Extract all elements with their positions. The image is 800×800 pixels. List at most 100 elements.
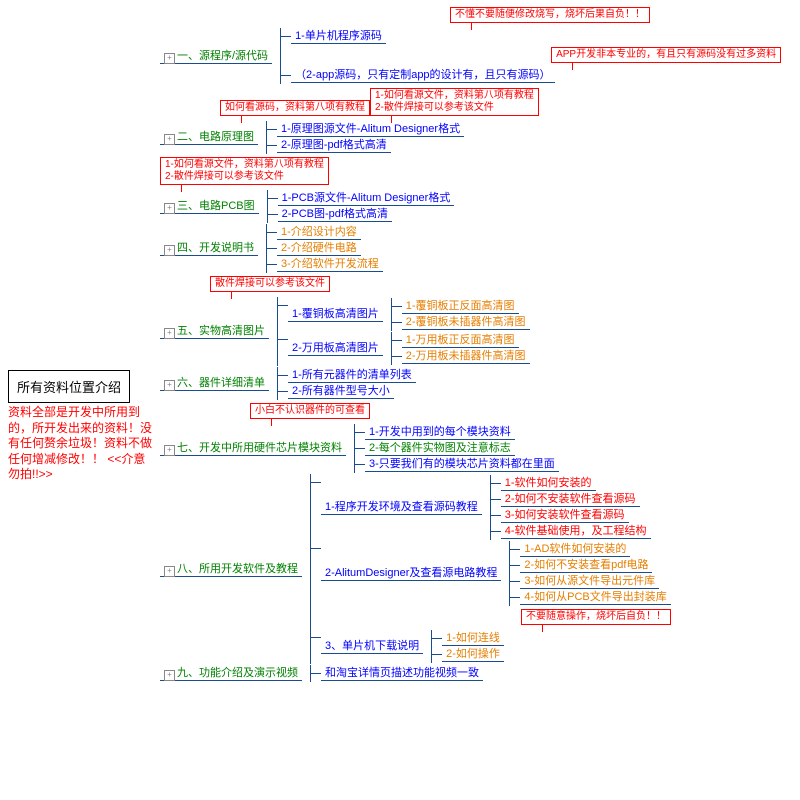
node-label: +二、电路原理图 <box>160 130 258 145</box>
tree-node: 1-介绍设计内容 <box>277 225 383 240</box>
tree-node: 1-软件如何安装的 <box>501 476 651 491</box>
node-label: +四、开发说明书 <box>160 241 258 256</box>
tree-node: 4-软件基础使用，及工程结构 <box>501 524 651 539</box>
node-label: +七、开发中所用硬件芯片模块资料 <box>160 441 346 456</box>
node-label: 2-原理图-pdf格式高清 <box>277 138 391 153</box>
tree-node: 2-PCB图-pdf格式高清 <box>278 207 455 222</box>
tree-node: 1-AD软件如何安装的 <box>520 542 670 557</box>
tree-node: 1-如何连线 <box>442 631 504 646</box>
node-label: 2-万用板未插器件高清图 <box>402 349 530 364</box>
tree-node: 4-如何从PCB文件导出封装库 <box>520 590 670 605</box>
tree-node: 3、单片机下载说明 1-如何连线2-如何操作 <box>321 630 671 663</box>
expand-icon[interactable]: + <box>164 380 175 391</box>
tree-node: 2-万用板未插器件高清图 <box>402 349 530 364</box>
node-label: 3-介绍软件开发流程 <box>277 257 383 272</box>
expand-icon[interactable]: + <box>164 245 175 256</box>
expand-icon[interactable]: + <box>164 670 175 681</box>
node-label: 2-覆铜板未插器件高清图 <box>402 315 530 330</box>
root-title: 所有资料位置介绍 <box>8 370 130 403</box>
node-label: 1-PCB源文件-Alitum Designer格式 <box>278 191 455 206</box>
tree-node: 1-万用板正反面高清图 <box>402 333 530 348</box>
callout: 如何看源码，资料第八项有教程 <box>220 100 370 116</box>
node-label: 2-PCB图-pdf格式高清 <box>278 207 392 222</box>
node-label: 2-如何操作 <box>442 647 504 662</box>
tree-node: 2-如何操作 <box>442 647 504 662</box>
node-label: 1-开发中用到的每个模块资料 <box>365 425 515 440</box>
node-label: +一、源程序/源代码 <box>160 49 272 64</box>
tree-node: 2-所有器件型号大小 <box>288 384 416 399</box>
node-label: 2-AlitumDesigner及查看源电路教程 <box>321 566 501 581</box>
tree-node: 2-如何不安装查看pdf电路 <box>520 558 670 573</box>
tree-node: 1-覆铜板正反面高清图 <box>402 299 530 314</box>
tree-node: +三、电路PCB图 1-PCB源文件-Alitum Designer格式2-PCB… <box>160 190 790 223</box>
expand-icon[interactable]: + <box>164 53 175 64</box>
tree-node: 1-PCB源文件-Alitum Designer格式 <box>278 191 455 206</box>
callout: 1-如何看源文件，资料第八项有教程 2-散件焊接可以参考该文件 <box>370 88 539 116</box>
node-label: 1-程序开发环境及查看源码教程 <box>321 500 482 515</box>
expand-icon[interactable]: + <box>164 134 175 145</box>
tree-node: 1-所有元器件的清单列表 <box>288 368 416 383</box>
node-label: 2-如何不安装软件查看源码 <box>501 492 640 507</box>
node-label: 1-单片机程序源码 <box>291 29 386 44</box>
node-label: +六、器件详细清单 <box>160 376 269 391</box>
node-label: 1-覆铜板高清图片 <box>288 307 383 322</box>
callout: 小白不认识器件的可查看 <box>250 403 370 419</box>
node-label: +三、电路PCB图 <box>160 199 259 214</box>
node-label: 2-所有器件型号大小 <box>288 384 394 399</box>
tree-node: 2-覆铜板未插器件高清图 <box>402 315 530 330</box>
node-label: +五、实物高清图片 <box>160 324 269 339</box>
tree-node: +七、开发中所用硬件芯片模块资料 1-开发中用到的每个模块资料2-每个器件实物图及… <box>160 424 790 473</box>
tree-node: 1-覆铜板高清图片 1-覆铜板正反面高清图2-覆铜板未插器件高清图 <box>288 298 530 331</box>
tree-node: 3-只要我们有的模块芯片资料都在里面 <box>365 457 559 472</box>
node-label: +九、功能介绍及演示视频 <box>160 666 302 681</box>
node-label: 1-所有元器件的清单列表 <box>288 368 416 383</box>
node-label: 1-如何连线 <box>442 631 504 646</box>
node-label: 3、单片机下载说明 <box>321 639 423 654</box>
expand-icon[interactable]: + <box>164 445 175 456</box>
tree-node: 2-每个器件实物图及注意标志 <box>365 441 559 456</box>
node-label: 2-万用板高清图片 <box>288 341 383 356</box>
tree-node: 2-万用板高清图片 1-万用板正反面高清图2-万用板未插器件高清图 <box>288 332 530 365</box>
expand-icon[interactable]: + <box>164 203 175 214</box>
tree-node: +四、开发说明书 1-介绍设计内容2-介绍硬件电路3-介绍软件开发流程 <box>160 224 790 273</box>
root-note: 资料全部是开发中所用到的，所开发出来的资料！没有任何赘余垃圾！资料不做任何增减修… <box>8 405 153 483</box>
node-label: 1-万用板正反面高清图 <box>402 333 519 348</box>
tree-node: +八、所用开发软件及教程1-程序开发环境及查看源码教程1-软件如何安装的2-如何… <box>160 474 790 664</box>
tree-node: 和淘宝详情页描述功能视频一致 <box>321 666 483 681</box>
tree-node: 2-AlitumDesigner及查看源电路教程 1-AD软件如何安装的2-如何不… <box>321 541 671 606</box>
node-label: 1-介绍设计内容 <box>277 225 361 240</box>
node-label: 1-原理图源文件-Alitum Designer格式 <box>277 122 464 137</box>
tree-node: 2-原理图-pdf格式高清 <box>277 138 464 153</box>
tree-node: +六、器件详细清单 1-所有元器件的清单列表2-所有器件型号大小 <box>160 367 790 400</box>
tree-node: 3-如何安装软件查看源码 <box>501 508 651 523</box>
node-label: +八、所用开发软件及教程 <box>160 562 302 577</box>
tree-node: 2-介绍硬件电路 <box>277 241 383 256</box>
callout: 1-如何看源文件，资料第八项有教程 2-散件焊接可以参考该文件 <box>160 157 329 185</box>
tree-node: +五、实物高清图片 1-覆铜板高清图片 1-覆铜板正反面高清图2-覆铜板未插器件高清… <box>160 297 790 366</box>
node-label: 2-每个器件实物图及注意标志 <box>365 441 515 456</box>
node-label: 和淘宝详情页描述功能视频一致 <box>321 666 483 681</box>
expand-icon[interactable]: + <box>164 328 175 339</box>
expand-icon[interactable]: + <box>164 566 175 577</box>
node-label: 3-如何安装软件查看源码 <box>501 508 629 523</box>
tree-node: 1-原理图源文件-Alitum Designer格式 <box>277 122 464 137</box>
node-label: 2-如何不安装查看pdf电路 <box>520 558 652 573</box>
callout: 不懂不要随便修改烧写，烧坏后果自负！！ <box>450 7 650 23</box>
node-label: 1-覆铜板正反面高清图 <box>402 299 519 314</box>
node-label: 3-只要我们有的模块芯片资料都在里面 <box>365 457 559 472</box>
tree-node: +二、电路原理图 1-原理图源文件-Alitum Designer格式2-原理图-… <box>160 121 790 154</box>
tree-node: 3-介绍软件开发流程 <box>277 257 383 272</box>
node-label: 4-如何从PCB文件导出封装库 <box>520 590 670 605</box>
node-label: 1-软件如何安装的 <box>501 476 596 491</box>
callout: 散件焊接可以参考该文件 <box>210 276 330 292</box>
node-label: （2-app源码，只有定制app的设计有，且只有源码） <box>291 68 555 83</box>
tree-node: 3-如何从源文件导出元件库 <box>520 574 670 589</box>
tree-node: 1-单片机程序源码 <box>291 29 781 44</box>
node-label: 2-介绍硬件电路 <box>277 241 361 256</box>
node-label: 3-如何从源文件导出元件库 <box>520 574 659 589</box>
tree-node: 2-如何不安装软件查看源码 <box>501 492 651 507</box>
node-label: 1-AD软件如何安装的 <box>520 542 630 557</box>
callout: 不要随意操作，烧坏后自负！！ <box>521 609 671 625</box>
tree-node: 1-程序开发环境及查看源码教程 1-软件如何安装的2-如何不安装软件查看源码3-如… <box>321 475 671 540</box>
callout: APP开发非本专业的，有且只有源码没有过多资料 <box>551 47 781 63</box>
